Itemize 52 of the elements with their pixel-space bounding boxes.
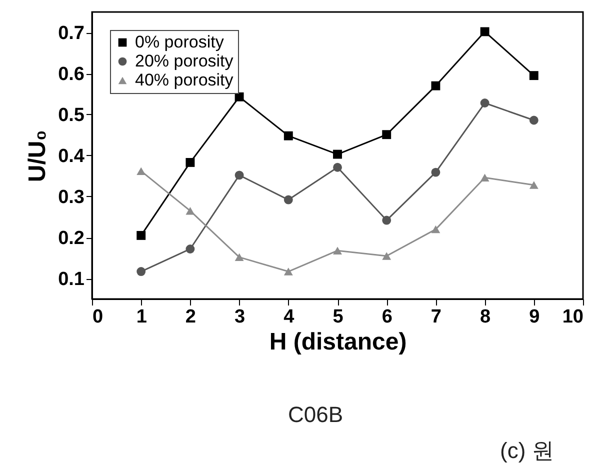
x-tick-label: 8: [480, 306, 491, 328]
y-tick-label: 0.3: [58, 187, 84, 208]
y-tick-label: 0.5: [58, 105, 85, 126]
point: [186, 244, 195, 254]
point: [186, 158, 195, 167]
x-tick-label: 5: [332, 306, 344, 328]
point: [382, 252, 392, 260]
point: [382, 130, 392, 140]
x-tick-label: 7: [430, 306, 442, 328]
point: [136, 167, 146, 175]
legend-label: 20% porosity: [135, 52, 234, 70]
point: [333, 246, 342, 254]
y-tick-label: 0.2: [58, 228, 84, 249]
point: [480, 174, 490, 182]
point: [382, 216, 392, 225]
point: [431, 168, 440, 177]
point: [480, 27, 490, 36]
point: [529, 116, 538, 125]
point: [234, 253, 244, 262]
point: [136, 267, 146, 276]
point: [333, 150, 342, 159]
point: [529, 181, 538, 189]
point: [333, 162, 342, 172]
x-tick-label: 2: [185, 306, 196, 328]
legend-label: 40% porosity: [135, 70, 234, 90]
point: [136, 230, 146, 240]
x-tick-label: 1: [136, 306, 148, 328]
text: C06B: [288, 402, 344, 428]
point: [234, 170, 244, 180]
x-tick-label: 4: [284, 306, 295, 328]
x-tick-label: 6: [382, 306, 392, 328]
x-tick-label: 0: [92, 306, 104, 328]
point: [431, 81, 440, 90]
legend-label: 0% porosity: [135, 32, 224, 52]
y-tick-label: 0.4: [58, 146, 85, 167]
point: [284, 195, 293, 204]
x-tick-label: 10: [562, 306, 584, 328]
y-tick-label: 0.1: [58, 269, 85, 290]
point: [284, 268, 293, 276]
x-tick-label: 3: [234, 306, 246, 328]
y-axis-title: U/U₀: [24, 130, 52, 182]
y-tick-label: 0.6: [58, 64, 84, 85]
x-axis-title: H (distance): [269, 328, 407, 356]
y-tick-label: 0.7: [58, 23, 84, 44]
point: [186, 206, 195, 215]
text: (c) 원: [500, 437, 554, 465]
point: [234, 92, 244, 102]
point: [529, 71, 538, 80]
x-tick-label: 9: [529, 306, 540, 328]
point: [284, 131, 293, 140]
point: [480, 98, 490, 108]
point: [431, 225, 440, 234]
